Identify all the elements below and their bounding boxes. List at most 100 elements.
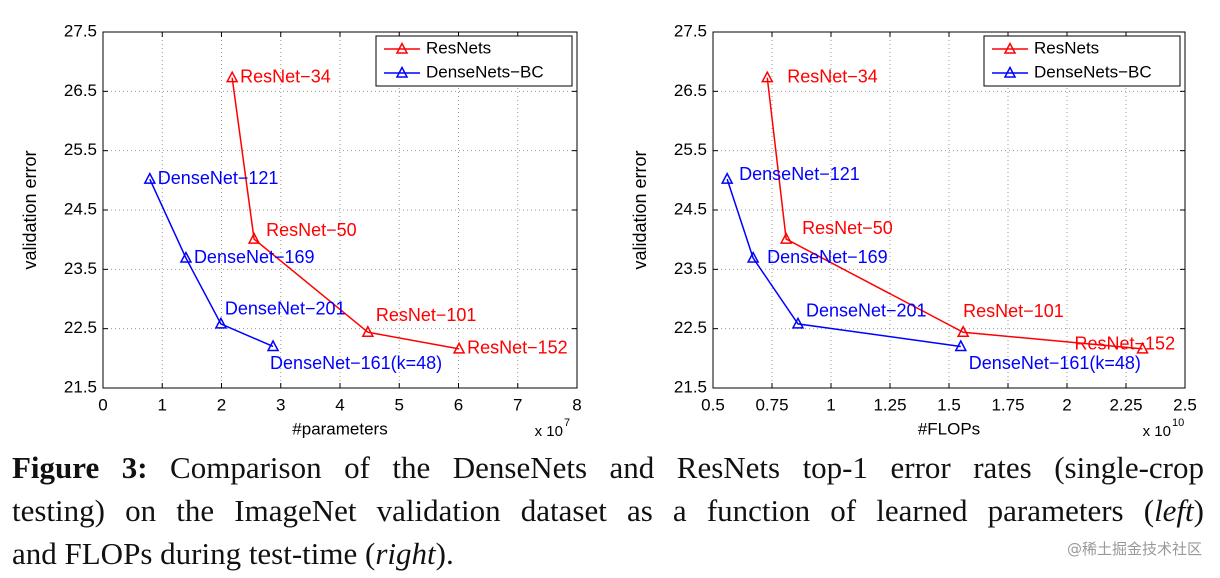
point-label: ResNet−101 [376,305,477,325]
y-tick-label: 27.5 [674,21,707,40]
x-tick-label: 3 [276,395,285,414]
marker [452,341,466,354]
marker [266,339,280,352]
x-tick-label: 2 [217,395,226,414]
point-label: DenseNet−169 [767,247,888,267]
caption-line: and FLOPs during test-time (right). [12,532,1204,575]
legend-label: DenseNets−BC [1034,62,1152,81]
x-tick-label: 2.25 [1109,395,1142,414]
marker [746,250,760,263]
legend-label: DenseNets−BC [426,62,544,81]
y-tick-label: 25.5 [674,140,707,159]
marker [143,172,157,184]
legend-marker [1003,41,1017,54]
series-line [766,77,1143,350]
caption-text: ). [435,536,454,571]
marker [1136,341,1149,354]
legend-label: ResNets [1034,38,1099,57]
caption-line: Figure 3: Comparison of the DenseNets an… [12,446,1204,489]
y-tick-label: 22.5 [64,318,97,337]
x-tick-label: 5 [395,395,404,414]
axes-frame [102,31,578,389]
point-label: ResNet−152 [1075,334,1176,354]
marker [791,316,805,329]
y-tick-label: 23.5 [674,259,707,278]
x-tick-label: 1.75 [991,395,1024,414]
watermark: @稀土掘金技术社区 [1066,540,1202,558]
point-label: DenseNet−169 [194,247,315,267]
point-label: ResNet−101 [963,301,1064,321]
x-scale-exponent: 7 [564,417,570,429]
legend-marker [1003,65,1017,78]
marker [779,231,793,244]
axes-frame [712,31,1186,389]
marker [179,250,193,263]
y-tick-label: 26.5 [674,81,707,100]
x-tick-label: 7 [513,395,522,414]
marker [361,325,375,337]
x-tick-label: 6 [454,395,463,414]
point-label: ResNet−50 [266,220,357,240]
x-tick-label: 4 [335,395,344,414]
y-axis-title: validation error [20,150,40,269]
x-axis-title: #FLOPs [918,419,980,438]
y-tick-label: 25.5 [64,140,97,159]
y-tick-label: 21.5 [674,377,707,396]
caption-text: left [1154,493,1194,528]
legend-box [983,35,1181,87]
legend-label: ResNets [426,38,491,57]
point-label: DenseNet−201 [806,301,927,321]
series-line [726,178,961,348]
marker [761,70,774,83]
point-label: ResNet−50 [802,218,893,238]
y-tick-label: 24.5 [64,199,97,218]
marker [720,172,734,184]
x-tick-label: 2 [1062,395,1071,414]
caption-text: testing) on the ImageNet validation data… [12,493,1155,528]
x-scale-label: x 10 [535,423,563,440]
point-label: ResNet−34 [787,66,878,86]
point-label: DenseNet−161(k=48) [969,353,1141,373]
caption-label: Figure 3: [12,450,148,485]
x-tick-label: 2.5 [1173,395,1197,414]
caption-text: ) [1193,493,1204,528]
series-line [231,77,460,350]
y-tick-label: 27.5 [64,21,97,40]
x-tick-label: 1.5 [937,395,961,414]
point-label: DenseNet−201 [225,299,346,319]
point-label: DenseNet−121 [739,164,860,184]
legend-marker [395,41,409,54]
y-tick-label: 23.5 [64,259,97,278]
point-label: ResNet−34 [240,66,331,86]
y-tick-label: 21.5 [64,377,97,396]
point-label: DenseNet−161(k=48) [270,353,442,373]
caption-text: and FLOPs during test-time ( [12,536,376,571]
y-tick-label: 22.5 [674,318,707,337]
x-tick-label: 1.25 [873,395,906,414]
caption: Figure 3: Comparison of the DenseNets an… [12,446,1204,575]
series-line [149,178,274,348]
x-tick-label: 1 [826,395,835,414]
marker [954,339,968,352]
legend-box [375,35,573,87]
legend-marker [395,65,409,78]
x-tick-label: 0.5 [701,395,725,414]
marker [247,231,261,244]
x-tick-label: 0.75 [755,395,788,414]
x-scale-label: x 10 [1143,423,1171,440]
caption-text: Comparison of the DenseNets and ResNets … [147,450,1204,485]
caption-text: right [375,536,436,571]
marker [225,70,239,83]
marker [214,316,228,329]
y-axis-title: validation error [630,150,650,269]
x-scale-exponent: 10 [1172,417,1184,429]
marker [956,325,970,337]
y-tick-label: 24.5 [674,199,707,218]
x-tick-label: 0 [98,395,107,414]
x-axis-title: #parameters [292,419,387,438]
point-label: DenseNet−121 [158,168,279,188]
y-tick-label: 26.5 [64,81,97,100]
caption-line: testing) on the ImageNet validation data… [12,489,1204,532]
charts: 21.522.523.524.525.526.527.50 1 2 3 4 5 6 7 8#pa… [20,21,1197,440]
